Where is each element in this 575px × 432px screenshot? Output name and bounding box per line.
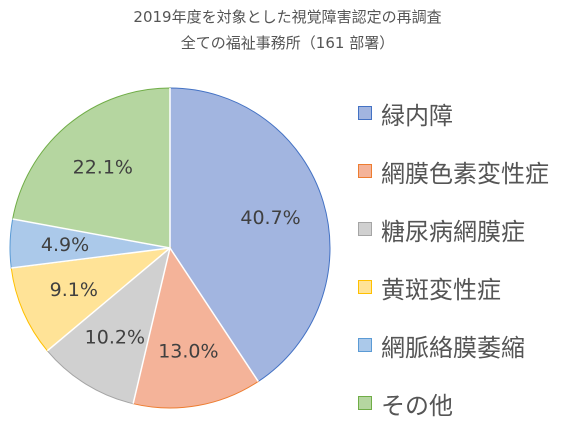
legend-swatch: [358, 338, 372, 352]
legend-label: 黄斑変性症: [381, 275, 501, 304]
pie-slice-1: [132, 246, 259, 409]
legend-swatch: [358, 396, 372, 410]
slice-separator: [46, 247, 171, 352]
legend-label: 網脈絡膜萎縮: [381, 333, 525, 362]
legend-swatch: [358, 164, 372, 178]
slice-separator: [169, 247, 259, 382]
legend-label: 緑内障: [381, 101, 453, 130]
legend: 緑内障網膜色素変性症 糖尿病網膜症 黄斑変性症網脈絡膜萎縮 その他: [358, 84, 549, 432]
legend-item-3: 黄斑変性症: [358, 258, 549, 316]
legend-swatch: [358, 106, 372, 120]
chart-title: 2019年度を対象とした視覚障害認定の再調査: [133, 8, 442, 26]
data-label-3: 9.1%: [50, 279, 98, 301]
legend-swatch: [358, 222, 372, 236]
pie-slice-3: [10, 247, 172, 352]
legend-item-4: 網脈絡膜萎縮: [358, 316, 549, 374]
data-label-0: 40.7%: [240, 207, 300, 229]
slice-separator: [132, 247, 171, 404]
legend-swatch: [358, 280, 372, 294]
data-label-4: 4.9%: [41, 234, 89, 256]
pie-slice-2: [46, 246, 171, 405]
legend-label: 糖尿病網膜症: [381, 217, 525, 246]
slice-separator: [12, 218, 171, 249]
legend-label: 網膜色素変性症: [381, 159, 549, 188]
data-label-5: 22.1%: [73, 156, 133, 178]
chart-subtitle: 全ての福祉事務所（161 部署）: [180, 34, 395, 52]
pie-slice-5: [12, 87, 171, 249]
data-label-1: 13.0%: [158, 340, 218, 362]
data-label-2: 10.2%: [85, 326, 145, 348]
legend-item-2: 糖尿病網膜症: [358, 200, 549, 258]
legend-item-1: 網膜色素変性症: [358, 142, 549, 200]
legend-item-0: 緑内障: [358, 84, 549, 142]
legend-item-5: その他: [358, 374, 549, 432]
slice-separator: [11, 247, 171, 269]
legend-label: その他: [381, 391, 453, 420]
